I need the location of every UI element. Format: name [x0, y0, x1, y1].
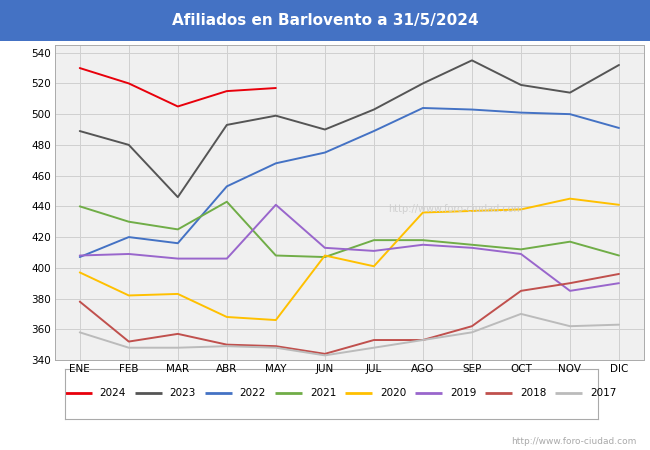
Text: Afiliados en Barlovento a 31/5/2024: Afiliados en Barlovento a 31/5/2024: [172, 13, 478, 28]
Text: http://www.foro-ciudad.com: http://www.foro-ciudad.com: [512, 436, 637, 446]
Text: 2020: 2020: [380, 388, 406, 398]
Text: 2022: 2022: [240, 388, 266, 398]
Text: 2017: 2017: [590, 388, 616, 398]
Text: 2018: 2018: [520, 388, 547, 398]
Text: 2021: 2021: [310, 388, 336, 398]
Text: 2019: 2019: [450, 388, 476, 398]
Text: 2023: 2023: [170, 388, 196, 398]
Text: 2024: 2024: [99, 388, 126, 398]
Text: http://www.foro-ciudad.com: http://www.foro-ciudad.com: [388, 204, 523, 214]
